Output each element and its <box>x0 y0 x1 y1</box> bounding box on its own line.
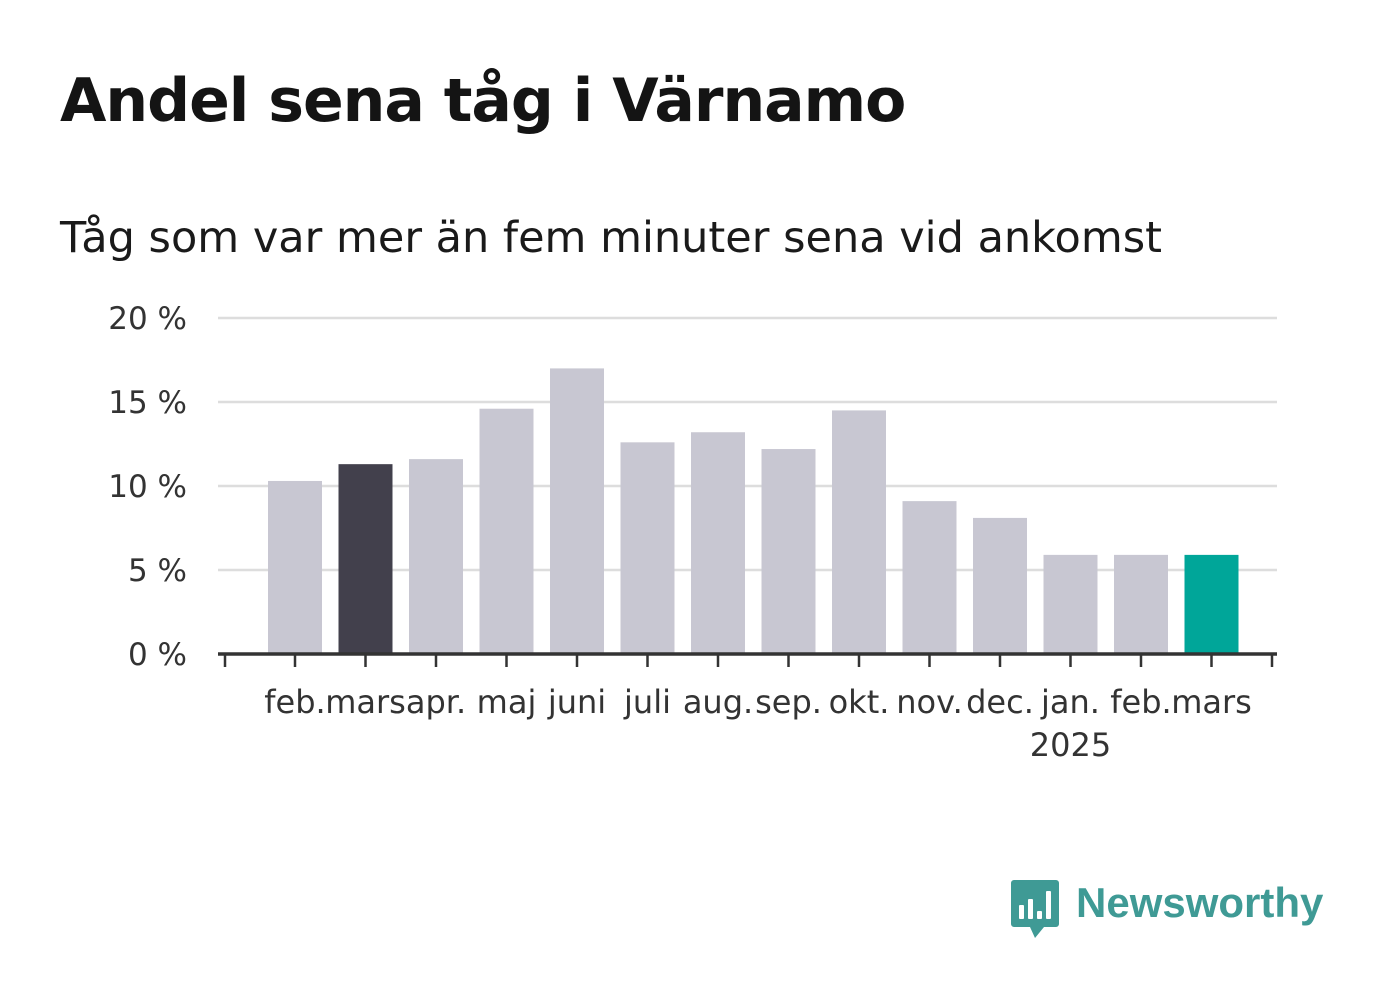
newsworthy-logo: Newsworthy <box>1010 878 1323 942</box>
x-tick-label: sep. <box>755 683 822 721</box>
brand-name: Newsworthy <box>1076 879 1324 926</box>
y-tick-label: 15 % <box>108 385 187 421</box>
bar-12 <box>1043 554 1098 654</box>
bar-13 <box>1114 554 1168 654</box>
x-tick-label: mars <box>1171 683 1252 721</box>
bar-2 <box>338 464 393 654</box>
y-tick-label: 0 % <box>128 637 187 673</box>
bar-10 <box>902 501 957 654</box>
y-tick-label: 10 % <box>108 469 187 505</box>
x-tick-label: jan. <box>1040 683 1100 721</box>
bar-14 <box>1184 554 1239 654</box>
x-axis-labels: feb. mars apr. maj juni juli aug. sep. okt. nov. d… <box>264 683 1252 764</box>
newsworthy-bar-chart-icon <box>1011 880 1059 938</box>
chart-subtitle: Tåg som var mer än fem minuter sena vid … <box>60 213 1163 263</box>
x-tick-label: okt. <box>829 683 890 721</box>
bar-1 <box>268 480 322 654</box>
chart-title: Andel sena tåg i Värnamo <box>60 66 906 136</box>
x-tick-label: apr. <box>406 683 466 721</box>
bar-7 <box>691 432 745 654</box>
bar-9 <box>832 410 886 654</box>
x-tick-label: feb. <box>264 683 325 721</box>
y-tick-label: 20 % <box>108 301 187 337</box>
bar-11 <box>973 517 1027 654</box>
bar-4 <box>479 408 534 654</box>
bars <box>268 368 1239 654</box>
x-tick-label: aug. <box>683 683 753 721</box>
bar-3 <box>409 459 463 654</box>
grid-lines <box>218 316 1277 572</box>
y-axis-labels: 0 % 5 % 10 % 15 % 20 % <box>108 301 187 673</box>
bar-8 <box>761 449 816 654</box>
x-tick-label: feb. <box>1110 683 1171 721</box>
x-year-label: 2025 <box>1030 726 1111 764</box>
x-tick-label: dec. <box>966 683 1034 721</box>
x-tick-label: juni <box>547 683 606 721</box>
x-tick-label: nov. <box>896 683 962 721</box>
x-tick-label: juli <box>623 683 671 721</box>
x-axis <box>218 652 1277 667</box>
bar-6 <box>620 442 675 654</box>
y-tick-label: 5 % <box>128 553 187 589</box>
x-tick-label: mars <box>325 683 406 721</box>
x-tick-label: maj <box>477 683 537 721</box>
bar-5 <box>550 368 604 654</box>
